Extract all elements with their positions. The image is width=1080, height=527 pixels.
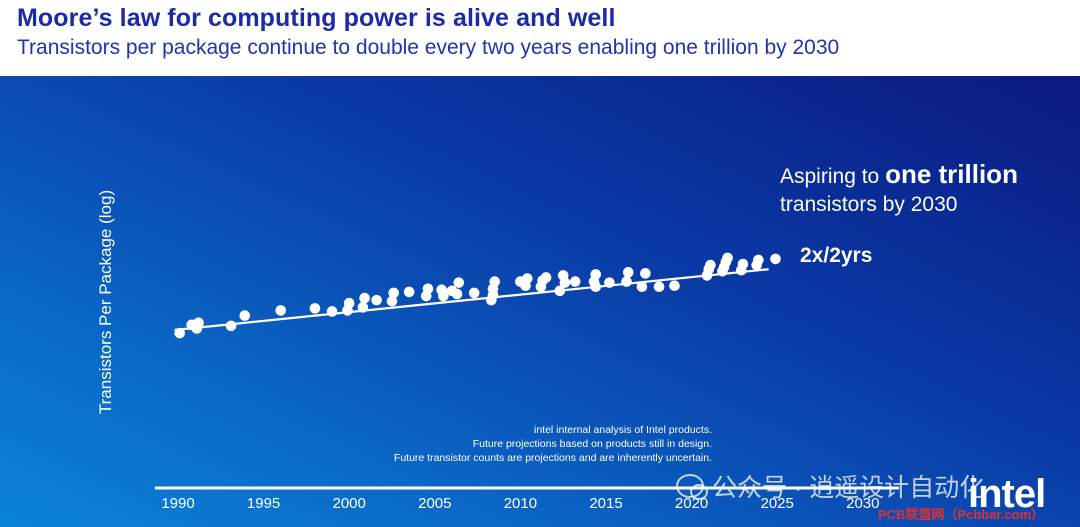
data-point	[622, 267, 634, 278]
footnote-1: intel internal analysis of Intel product…	[533, 424, 712, 436]
data-point	[621, 276, 632, 287]
wechat-icon	[676, 474, 708, 500]
intel-logo: intel	[968, 472, 1046, 516]
data-point	[737, 258, 749, 270]
data-point	[489, 276, 501, 287]
data-point	[309, 303, 321, 314]
x-tick-label: 2010	[504, 495, 537, 512]
y-axis-label: Transistors Per Package (log)	[96, 189, 115, 415]
site-watermark: PCB联盟网（Pcbbar.com）	[878, 507, 1045, 522]
data-point	[451, 288, 463, 300]
data-point	[559, 277, 571, 288]
data-point	[569, 276, 581, 287]
x-tick-label: 2030	[846, 495, 879, 512]
watermark: 公众号 · 逍遥设计自动化	[676, 468, 984, 504]
aspiration-line2: transistors by 2030	[780, 193, 958, 216]
page-subtitle: Transistors per package continue to doub…	[17, 36, 840, 59]
x-tick-label: 1990	[161, 495, 194, 512]
trend-label: 2x/2yrs	[800, 244, 872, 267]
data-point	[403, 286, 415, 298]
data-point	[468, 287, 480, 299]
data-point	[174, 327, 186, 339]
data-point	[705, 259, 716, 271]
data-point	[388, 287, 400, 299]
data-point	[343, 297, 355, 309]
data-point	[386, 295, 398, 307]
page-title: Moore’s law for computing power is alive…	[17, 4, 616, 32]
data-point	[590, 269, 602, 280]
footnote-3: Future transistor counts are projections…	[393, 452, 712, 464]
footnote-2: Future projections based on products sti…	[472, 438, 712, 450]
data-point	[357, 302, 369, 313]
data-point	[722, 252, 733, 264]
data-point	[669, 280, 680, 292]
aspiration-prefix: Aspiring to	[780, 165, 886, 188]
data-point	[193, 317, 204, 329]
data-point	[521, 273, 533, 284]
data-point	[326, 306, 338, 317]
data-point	[590, 281, 602, 293]
x-tick-label: 2025	[761, 495, 794, 512]
data-point	[636, 281, 648, 293]
data-point	[770, 253, 781, 265]
data-point	[453, 277, 465, 288]
data-point	[438, 290, 449, 302]
footnotes: intel internal analysis of Intel product…	[312, 423, 712, 465]
watermark-text: 公众号 · 逍遥设计自动化	[712, 474, 985, 502]
data-point	[275, 305, 287, 316]
data-point	[239, 310, 251, 321]
x-tick-label: 2000	[333, 495, 366, 512]
data-point	[554, 285, 566, 297]
data-point	[371, 294, 382, 306]
x-tick-label: 2015	[589, 495, 622, 512]
data-point	[359, 292, 370, 304]
data-point	[640, 268, 651, 279]
data-point	[540, 272, 552, 283]
chart-panel	[0, 76, 1080, 527]
aspiration-bold: one trillion	[885, 159, 1018, 189]
data-point	[422, 283, 434, 295]
data-point	[753, 254, 764, 266]
data-point	[604, 277, 615, 288]
trend-line	[174, 268, 769, 332]
x-tick-label: 1995	[247, 495, 280, 512]
aspiration-callout: Aspiring to one trillion transistors by …	[780, 160, 1018, 219]
data-point	[225, 320, 237, 332]
header: Moore’s law for computing power is alive…	[0, 0, 1080, 76]
data-point	[653, 281, 665, 293]
x-tick-label: 2005	[418, 495, 451, 512]
